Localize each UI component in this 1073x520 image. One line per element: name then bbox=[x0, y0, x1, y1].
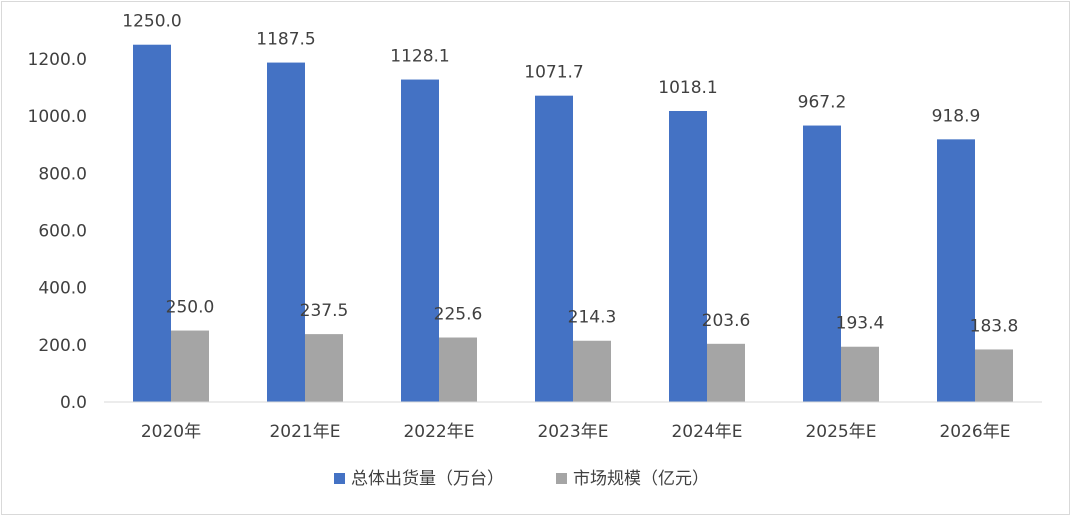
data-label-series-2: 183.8 bbox=[970, 316, 1019, 336]
x-tick-label: 2023年E bbox=[537, 422, 608, 442]
bar-series-2 bbox=[439, 337, 477, 402]
x-tick-label: 2025年E bbox=[805, 422, 876, 442]
data-label-series-2: 214.3 bbox=[568, 308, 617, 328]
bar-series-1 bbox=[401, 79, 439, 402]
x-tick-label: 2024年E bbox=[671, 422, 742, 442]
y-tick-label: 1000.0 bbox=[28, 107, 87, 127]
data-label-series-1: 967.2 bbox=[798, 93, 847, 113]
data-label-series-2: 225.6 bbox=[434, 305, 483, 325]
bar-series-2 bbox=[171, 330, 209, 402]
x-tick-label: 2026年E bbox=[939, 422, 1010, 442]
bar-series-2 bbox=[841, 346, 879, 402]
bar-series-1 bbox=[267, 62, 305, 403]
data-label-series-2: 193.4 bbox=[836, 314, 885, 334]
y-tick-label: 200.0 bbox=[38, 336, 87, 356]
legend-swatch-series-2 bbox=[556, 473, 567, 484]
legend-swatch-series-1 bbox=[334, 473, 345, 484]
data-label-series-1: 1018.1 bbox=[658, 78, 717, 98]
y-tick-label: 400.0 bbox=[38, 279, 87, 299]
data-label-series-2: 237.5 bbox=[300, 301, 349, 321]
x-axis: 2020年 2021年E 2022年E 2023年E 2024年E 2025年E 2026年… bbox=[141, 422, 1011, 442]
bar-series-2 bbox=[975, 349, 1013, 402]
y-tick-label: 800.0 bbox=[38, 164, 87, 184]
legend-label-series-2: 市场规模（亿元） bbox=[573, 469, 709, 489]
bar-series-2 bbox=[707, 343, 745, 402]
data-label-series-1: 918.9 bbox=[932, 106, 981, 126]
y-tick-label: 1200.0 bbox=[28, 50, 87, 70]
y-axis: 0.0 200.0 400.0 600.0 800.0 1000.0 1200.0 bbox=[28, 50, 87, 413]
x-tick-label: 2022年E bbox=[403, 422, 474, 442]
x-tick-label: 2021年E bbox=[269, 422, 340, 442]
bar-series-1 bbox=[669, 110, 707, 403]
bar-series-1 bbox=[937, 139, 975, 402]
data-labels: 1250.0 250.0 1187.5 237.5 1128.1 225.6 1071.7 2… bbox=[122, 12, 1018, 337]
data-label-series-1: 1071.7 bbox=[524, 63, 583, 83]
bar-series-1 bbox=[133, 44, 171, 402]
legend: 总体出货量（万台） 市场规模（亿元） bbox=[334, 469, 709, 489]
bar-series-2 bbox=[305, 334, 343, 402]
bar-series-2 bbox=[573, 340, 611, 402]
y-tick-label: 600.0 bbox=[38, 222, 87, 242]
data-label-series-2: 203.6 bbox=[702, 311, 751, 331]
bar-series-1 bbox=[803, 125, 841, 403]
y-tick-label: 0.0 bbox=[60, 393, 87, 413]
bars bbox=[133, 44, 1013, 403]
bar-series-1 bbox=[535, 95, 573, 402]
data-label-series-1: 1187.5 bbox=[256, 30, 315, 50]
legend-label-series-1: 总体出货量（万台） bbox=[351, 469, 504, 489]
data-label-series-1: 1250.0 bbox=[122, 12, 181, 32]
x-tick-label: 2020年 bbox=[141, 422, 201, 442]
data-label-series-1: 1128.1 bbox=[390, 47, 449, 67]
data-label-series-2: 250.0 bbox=[166, 298, 215, 318]
